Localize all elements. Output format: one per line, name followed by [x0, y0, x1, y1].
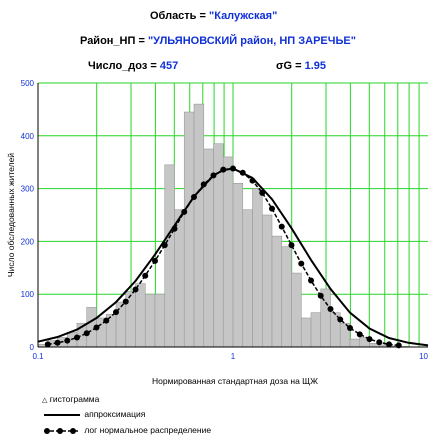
legend-fit-label: аппроксимация	[84, 409, 146, 419]
x-tick-label: 1	[231, 352, 236, 361]
lognormal-point	[337, 316, 344, 323]
histogram-bars	[37, 103, 409, 348]
lognormal-point	[386, 341, 393, 348]
count-value: 457	[159, 60, 179, 72]
lognormal-point	[93, 324, 100, 331]
sigma-label: σG =	[276, 60, 305, 72]
y-axis-label: Число обследованных жителей	[6, 152, 16, 278]
lognormal-point	[395, 342, 402, 349]
histogram-bar	[242, 209, 253, 348]
legend-fit: аппроксимация	[42, 409, 145, 419]
histogram-bar	[271, 235, 283, 348]
lognormal-point	[161, 242, 168, 249]
lognormal-point	[327, 305, 334, 312]
count-label: Число_доз =	[88, 60, 160, 72]
region-label: Область =	[150, 10, 209, 22]
histogram-bar	[203, 148, 214, 348]
histogram-bar	[300, 317, 312, 348]
district-label: Район_НП =	[80, 35, 148, 47]
lognormal-point	[220, 166, 227, 173]
histogram-bar	[232, 183, 244, 348]
histogram-bar	[281, 246, 292, 348]
histogram-bar	[193, 103, 205, 348]
histogram-bar	[144, 293, 156, 348]
lognormal-point	[298, 260, 305, 267]
lognormal-point	[191, 194, 198, 201]
lognormal-point	[308, 277, 315, 284]
x-tick-label: 0.1	[32, 352, 44, 361]
lognormal-point	[356, 331, 363, 338]
lognormal-point	[122, 298, 129, 305]
x-axis-label: Нормированная стандартная доза на ЩЖ	[151, 376, 319, 386]
lognormal-point	[346, 324, 353, 331]
lognormal-point	[181, 208, 188, 215]
lognormal-point	[239, 169, 246, 176]
lognormal-point	[366, 336, 373, 343]
lognormal-point	[376, 339, 383, 346]
histogram-bar	[252, 188, 263, 348]
y-tick-label: 500	[21, 79, 35, 88]
histogram-bar	[310, 312, 322, 348]
lognormal-point	[230, 165, 236, 172]
lognormal-point	[200, 181, 207, 188]
histogram-bar	[261, 214, 273, 348]
lognormal-point	[83, 330, 90, 337]
header-sigma: σG = 1.95	[276, 60, 326, 72]
lognormal-point	[151, 257, 158, 264]
triangle-marker-icon: △	[42, 397, 48, 404]
legend-lognormal-label: лог нормальное распределение	[84, 425, 212, 435]
curves	[37, 165, 429, 349]
tick-labels: 0 100 200 300 400 500 0.1 1 10	[21, 79, 429, 361]
y-tick-label: 0	[30, 343, 35, 352]
legend-lognormal: лог нормальное распределение	[42, 425, 211, 436]
histogram-bar	[164, 164, 175, 348]
legend-histogram: △ гистограмма	[42, 394, 99, 404]
y-tick-label: 400	[21, 132, 35, 141]
lognormal-point	[171, 225, 178, 232]
lognormal-point	[113, 309, 120, 316]
lognormal-point	[142, 272, 149, 279]
header-count: Число_доз = 457	[88, 60, 178, 72]
histogram-bar	[291, 272, 302, 348]
legend-histogram-label: гистограмма	[49, 394, 100, 404]
histogram-bar	[115, 301, 127, 348]
district-value: "УЛЬЯНОВСКИЙ район, НП ЗАРЕЧЬЕ"	[147, 35, 356, 47]
lognormal-point	[103, 317, 110, 324]
histogram-bar	[154, 293, 166, 348]
y-tick-label: 100	[21, 290, 35, 299]
histogram-bar	[349, 338, 361, 348]
histogram-bar	[183, 111, 195, 348]
solid-line-icon	[44, 413, 80, 416]
lognormal-point	[259, 189, 266, 196]
lognormal-point	[288, 242, 295, 249]
lognormal-point	[278, 223, 285, 230]
sigma-value: 1.95	[304, 60, 327, 72]
histogram-bar	[135, 283, 146, 348]
region-value: "Калужская"	[209, 10, 278, 22]
y-tick-label: 200	[21, 237, 35, 246]
y-tick-label: 300	[21, 185, 35, 194]
lognormal-point	[269, 205, 276, 212]
lognormal-point	[64, 337, 71, 344]
histogram-bar	[222, 156, 234, 348]
x-tick-label: 10	[419, 352, 428, 361]
dashed-dots-line-icon	[44, 427, 80, 434]
lognormal-point	[74, 334, 81, 341]
axes	[37, 83, 428, 348]
lognormal-point	[44, 341, 51, 348]
header-district: Район_НП = "УЛЬЯНОВСКИЙ район, НП ЗАРЕЧЬ…	[80, 35, 356, 47]
lognormal-point	[132, 286, 139, 293]
lognormal-point	[317, 292, 324, 299]
lognormal-point	[249, 177, 256, 184]
lognormal-point	[54, 339, 61, 346]
header-region: Область = "Калужская"	[150, 10, 277, 22]
lognormal-point	[210, 172, 217, 179]
